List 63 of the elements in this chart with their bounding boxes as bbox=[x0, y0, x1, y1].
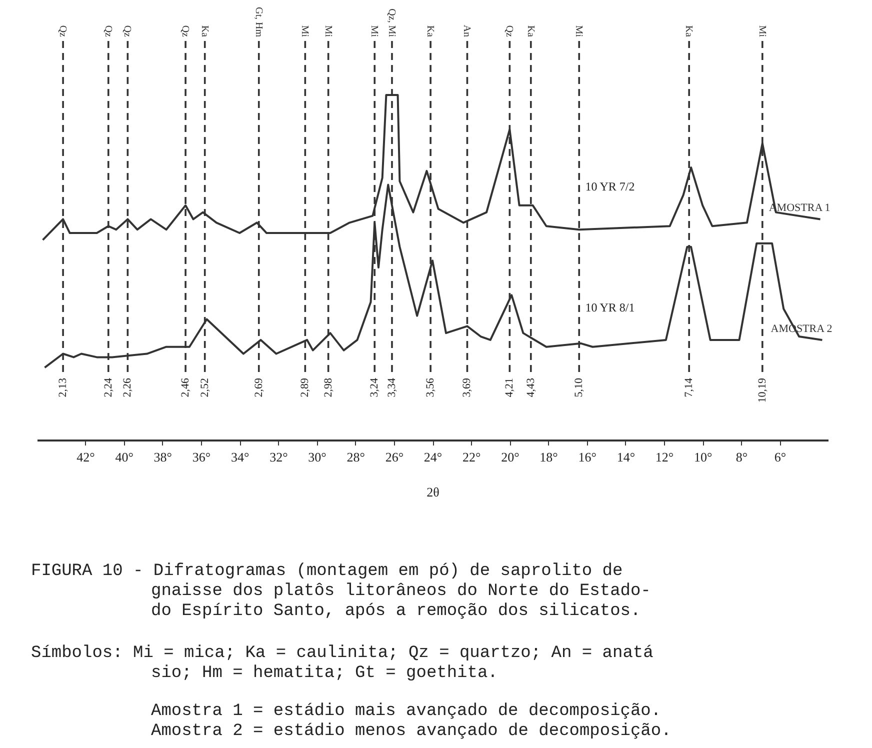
x-tick-label: 30° bbox=[308, 450, 326, 464]
annotation: 10,19 bbox=[756, 378, 768, 403]
ref-line-label: Qz bbox=[57, 25, 68, 38]
ref-line-label: Gt, Hm bbox=[252, 7, 264, 38]
ref-line-label: Qz, Mi bbox=[386, 8, 397, 38]
ref-line-label: Qz bbox=[180, 25, 191, 38]
annotation: 2,89 bbox=[299, 378, 312, 398]
annotation: 2,98 bbox=[322, 378, 334, 398]
annotation: 2,24 bbox=[102, 378, 114, 398]
ref-line-label: Mi bbox=[322, 25, 334, 38]
x-tick-label: 32° bbox=[270, 450, 288, 464]
x-tick-label: 36° bbox=[192, 450, 211, 464]
annotation: 2,13 bbox=[57, 378, 70, 398]
ref-line-label: Mi bbox=[573, 25, 584, 38]
x-tick-label: 6° bbox=[774, 450, 786, 464]
annotation: 2,69 bbox=[252, 378, 265, 398]
x-tick-label: 38° bbox=[154, 450, 172, 464]
x-tick-label: 16° bbox=[578, 450, 596, 464]
x-tick-label: 18° bbox=[540, 450, 558, 464]
ref-line-label: Qz bbox=[504, 25, 515, 38]
x-tick-label: 26° bbox=[385, 450, 404, 464]
x-tick-label: 14° bbox=[616, 450, 636, 464]
annotation: 3,24 bbox=[368, 378, 381, 398]
annotation: 10 YR 7/2 bbox=[585, 180, 635, 194]
ref-line-label: Qz bbox=[122, 25, 133, 38]
x-tick-label: 8° bbox=[736, 450, 748, 464]
x-tick-label: 12° bbox=[655, 450, 674, 464]
ref-line-label: Ka bbox=[683, 25, 694, 38]
annotation: 4,43 bbox=[524, 378, 537, 398]
text: gnaisse dos platôs litorâneos do Norte do Estado- bbox=[151, 582, 651, 601]
annotation: 3,56 bbox=[424, 378, 437, 398]
text: Amostra 2 = estádio menos avançado de decomposição. bbox=[151, 722, 672, 741]
x-axis-title: 2θ bbox=[426, 484, 440, 500]
ref-line-label: An bbox=[461, 24, 472, 37]
annotation: 3,34 bbox=[386, 378, 398, 398]
annotation: 2,52 bbox=[198, 378, 211, 398]
ref-line-label: Mi bbox=[299, 25, 310, 38]
x-tick-label: 40° bbox=[115, 450, 134, 464]
annotation: 7,14 bbox=[683, 378, 696, 398]
ref-line-label: Ka bbox=[198, 25, 210, 38]
x-tick-label: 34° bbox=[230, 450, 250, 464]
annotation: 5,10 bbox=[573, 378, 586, 398]
text: Símbolos: Mi = mica; Ka = caulinita; Qz = quartzo; An = anatá bbox=[31, 644, 654, 663]
annotation: 10 YR 8/1 bbox=[585, 300, 635, 314]
x-tick-label: 42° bbox=[76, 450, 95, 464]
ref-line-label: Mi bbox=[756, 25, 768, 38]
x-tick-label: 24° bbox=[424, 450, 442, 464]
ref-line-label: Ka bbox=[524, 25, 536, 38]
ref-line-label: Ka bbox=[424, 25, 436, 38]
x-tick-label: 22° bbox=[462, 450, 481, 464]
x-tick-label: 28° bbox=[346, 450, 365, 464]
text: FIGURA 10 - Difratogramas (montagem em pó) de saprolito de bbox=[31, 562, 623, 581]
text: Amostra 1 = estádio mais avançado de decomposição. bbox=[151, 702, 662, 721]
text: sio; Hm = hematita; Gt = goethita. bbox=[151, 664, 498, 683]
x-tick-label: 10° bbox=[694, 450, 712, 464]
annotation: 3,69 bbox=[461, 378, 474, 398]
text: do Espírito Santo, após a remoção dos silicatos. bbox=[151, 602, 641, 621]
x-tick-label: 20° bbox=[501, 450, 520, 464]
annotation: 4,21 bbox=[504, 378, 516, 398]
ref-line-label: Qz bbox=[102, 25, 114, 38]
ref-line-label: Mi bbox=[368, 25, 380, 38]
annotation: 2,26 bbox=[122, 378, 134, 398]
annotation: 2,46 bbox=[180, 378, 192, 398]
